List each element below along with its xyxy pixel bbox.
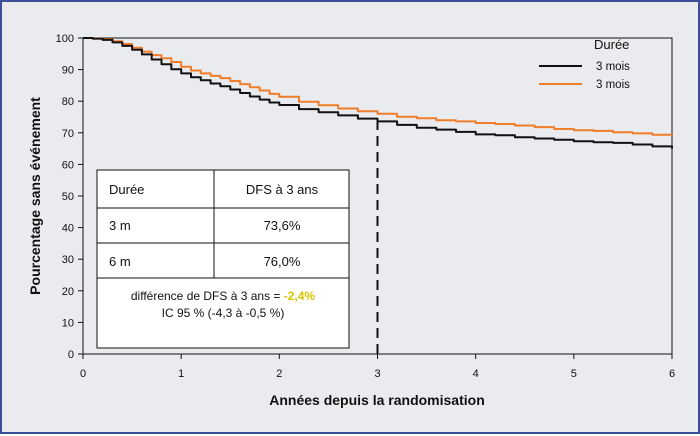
x-axis-ticks: 0 1 2 3 4 5 6 — [80, 354, 675, 380]
table-cell: 3 m — [109, 218, 131, 233]
x-tick-label: 3 — [374, 368, 380, 380]
results-table: Durée DFS à 3 ans 3 m 73,6% 6 m 76,0% di… — [96, 169, 350, 349]
table-header-dfs: DFS à 3 ans — [246, 182, 319, 197]
x-tick-label: 4 — [473, 368, 479, 380]
table-box — [96, 169, 350, 349]
series-line-black — [83, 37, 673, 149]
note-prefix: différence de DFS à 3 ans = — [131, 289, 284, 303]
table-note-ci: IC 95 % (-4,3 à -0,5 %) — [162, 306, 285, 320]
x-tick-label: 5 — [571, 368, 577, 380]
series-group — [83, 37, 673, 149]
x-tick-label: 1 — [178, 368, 184, 380]
y-tick-label: 0 — [68, 349, 74, 361]
x-axis-title: Années depuis la randomisation — [269, 392, 485, 408]
y-tick-label: 10 — [62, 317, 74, 329]
table-header-duration: Durée — [109, 182, 144, 197]
y-tick-label: 80 — [62, 96, 74, 108]
y-axis-ticks: 0 10 20 30 40 50 60 70 80 90 100 — [56, 33, 83, 361]
legend-title: Durée — [594, 37, 629, 52]
x-tick-label: 0 — [80, 368, 86, 380]
x-tick-label: 2 — [276, 368, 282, 380]
table-note-difference: différence de DFS à 3 ans = -2,4% — [131, 289, 316, 303]
y-tick-label: 90 — [62, 65, 74, 77]
table-cell: 6 m — [109, 254, 131, 269]
y-tick-label: 100 — [56, 33, 74, 45]
y-axis-title: Pourcentage sans événement — [27, 97, 43, 295]
series-line-orange — [83, 37, 673, 136]
y-tick-label: 60 — [62, 159, 74, 171]
y-tick-label: 70 — [62, 128, 74, 140]
legend-label-black: 3 mois — [596, 61, 630, 73]
legend-label-orange: 3 mois — [596, 79, 630, 91]
x-tick-label: 6 — [669, 368, 675, 380]
table-cell: 76,0% — [264, 254, 301, 269]
note-difference-value: -2,4% — [284, 289, 316, 303]
table-cell: 73,6% — [264, 218, 301, 233]
y-tick-label: 30 — [62, 254, 74, 266]
y-tick-label: 50 — [62, 191, 74, 203]
y-tick-label: 20 — [62, 286, 74, 298]
y-tick-label: 40 — [62, 223, 74, 235]
legend: Durée 3 mois 3 mois — [539, 37, 630, 91]
